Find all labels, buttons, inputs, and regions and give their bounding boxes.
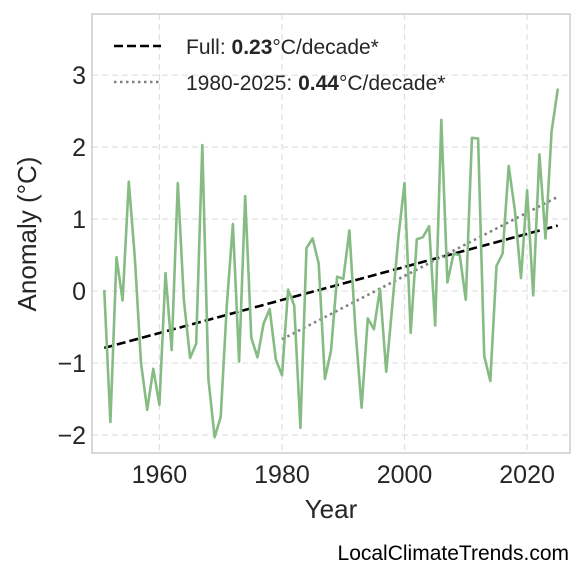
y-tick-label: 0 <box>72 278 86 306</box>
tick-labels: 1960 1980 2000 2020 −2 −1 0 1 2 3 <box>57 62 554 489</box>
series-line-anomaly <box>103 88 560 439</box>
legend-entry-full: Full: 0.23°C/decade* <box>186 36 379 59</box>
legend-label-recent: 1980-2025: <box>186 72 298 95</box>
legend-suffix-full: °C/decade* <box>272 36 378 59</box>
y-tick-label: −1 <box>57 350 86 378</box>
y-tick-label: 2 <box>72 134 86 162</box>
x-tick-label: 2000 <box>377 461 433 489</box>
y-tick-label: 1 <box>72 206 86 234</box>
legend-label-full: Full: <box>186 36 232 59</box>
plot-frame <box>91 13 571 454</box>
legend-entry-recent: 1980-2025: 0.44°C/decade* <box>186 72 445 95</box>
watermark: LocalClimateTrends.com <box>337 542 569 565</box>
y-axis-title: Anomaly (°C) <box>12 157 42 312</box>
legend-rate-full: 0.23 <box>232 36 273 59</box>
legend-suffix-recent: °C/decade* <box>339 72 445 95</box>
trend-line-recent <box>281 195 559 341</box>
legend: Full: 0.23°C/decade* 1980-2025: 0.44°C/d… <box>114 36 445 95</box>
y-tick-label: 3 <box>72 62 86 90</box>
data-series <box>103 88 560 439</box>
x-tick-label: 2020 <box>499 461 555 489</box>
legend-rate-recent: 0.44 <box>298 72 339 95</box>
y-tick-label: −2 <box>57 422 86 450</box>
x-axis-title: Year <box>305 494 358 524</box>
x-tick-label: 1980 <box>254 461 310 489</box>
x-tick-label: 1960 <box>132 461 188 489</box>
